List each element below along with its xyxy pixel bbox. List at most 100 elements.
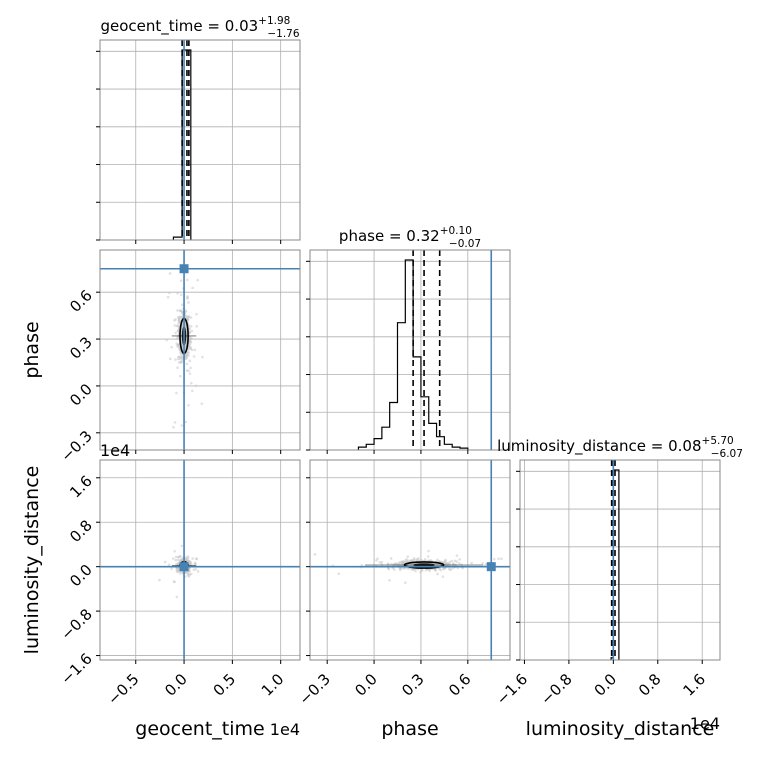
sample-point bbox=[189, 366, 192, 370]
sample-point bbox=[177, 328, 180, 332]
panel-title: geocent_time = 0.03+1.98 −1.76 bbox=[100, 15, 299, 40]
title-minus: −6.07 bbox=[711, 448, 743, 460]
x-tick-label: 0.5 bbox=[210, 670, 240, 700]
panel-phase-vs-phase: phase = 0.32+0.10 −0.07 bbox=[306, 225, 511, 454]
sample-point bbox=[458, 558, 461, 561]
sample-point bbox=[394, 562, 398, 566]
y-tick-label: −1.6 bbox=[57, 650, 95, 688]
sample-point bbox=[193, 561, 197, 565]
sample-point bbox=[163, 560, 167, 564]
panel-phase-vs-geocent_time: −0.3 0.0 0.3 0.6 bbox=[57, 249, 301, 465]
sample-point bbox=[168, 272, 172, 275]
sample-point bbox=[192, 355, 196, 358]
sample-point bbox=[174, 555, 178, 559]
sample-point bbox=[170, 567, 173, 571]
sample-point bbox=[179, 293, 183, 297]
sample-point bbox=[450, 567, 453, 571]
sample-point bbox=[190, 329, 194, 333]
x-tick-label: −0.8 bbox=[537, 670, 575, 708]
sample-point bbox=[423, 557, 427, 561]
sample-point bbox=[177, 361, 181, 364]
sample-point bbox=[187, 403, 190, 407]
y-tick-label: 0.3 bbox=[66, 333, 96, 363]
sample-point bbox=[173, 549, 177, 553]
sample-point bbox=[180, 303, 184, 307]
x-axis-label-phase: phase bbox=[381, 718, 438, 740]
sample-point bbox=[179, 279, 183, 282]
sample-point bbox=[434, 569, 438, 572]
sample-point bbox=[167, 563, 171, 567]
sample-point bbox=[180, 424, 184, 427]
panel-luminosity_distance-vs-geocent_time: −0.5 0.0 0.5 1.0 −1.6 −0.8 0.0 0.8 1.6 bbox=[57, 459, 301, 709]
sample-point bbox=[174, 358, 177, 361]
y-axis-label-luminosity_distance: luminosity_distance bbox=[21, 466, 43, 655]
sample-point bbox=[158, 578, 161, 582]
y-axis-label-phase: phase bbox=[21, 321, 43, 378]
sample-point bbox=[186, 296, 189, 299]
x-tick-label: 0.0 bbox=[161, 670, 191, 700]
sample-point bbox=[414, 569, 417, 573]
sample-point bbox=[185, 278, 189, 282]
sample-point bbox=[380, 560, 384, 564]
sample-point bbox=[427, 549, 430, 553]
sample-point bbox=[386, 562, 390, 566]
x-offset-label-geocent-time: 1e4 bbox=[270, 720, 300, 739]
sample-point bbox=[176, 570, 180, 574]
title-plus: +0.10 bbox=[440, 225, 472, 237]
sample-point bbox=[189, 381, 193, 385]
x-tick-label: −0.5 bbox=[104, 670, 142, 708]
sample-point bbox=[181, 558, 184, 562]
y-tick-label: −0.8 bbox=[57, 605, 95, 643]
sample-point bbox=[189, 561, 193, 564]
sample-point bbox=[178, 316, 181, 320]
panel-frame bbox=[99, 249, 301, 451]
y-tick-label: 0.0 bbox=[66, 380, 96, 410]
sample-point bbox=[195, 325, 199, 328]
x-tick-label: −1.6 bbox=[493, 670, 531, 708]
panel-frame bbox=[99, 459, 301, 661]
sample-point bbox=[193, 348, 197, 352]
sample-point bbox=[337, 572, 341, 576]
sample-point bbox=[398, 560, 402, 564]
sample-point bbox=[187, 301, 190, 304]
sample-point bbox=[389, 557, 393, 560]
panel-content bbox=[310, 460, 510, 660]
sample-point bbox=[189, 572, 193, 576]
truth-marker bbox=[179, 562, 189, 572]
sample-point bbox=[447, 567, 451, 570]
sample-point bbox=[186, 555, 189, 558]
sample-point bbox=[421, 569, 424, 572]
panel-content bbox=[520, 460, 720, 660]
sample-point bbox=[196, 278, 199, 282]
sample-point bbox=[470, 561, 473, 565]
sample-point bbox=[168, 291, 171, 295]
panel-frame bbox=[519, 459, 721, 661]
sample-point bbox=[190, 563, 193, 566]
sample-point bbox=[194, 557, 198, 560]
x-tick-label: 1.0 bbox=[258, 670, 288, 700]
title-minus: −0.07 bbox=[449, 238, 481, 250]
sample-point bbox=[188, 372, 192, 375]
sample-point bbox=[187, 315, 190, 318]
sample-point bbox=[180, 310, 184, 314]
sample-point bbox=[189, 316, 193, 319]
histogram-phase bbox=[357, 259, 469, 450]
sample-point bbox=[171, 557, 175, 560]
sample-point bbox=[398, 567, 402, 570]
sample-point bbox=[455, 554, 459, 557]
sample-point bbox=[173, 318, 176, 322]
sample-point bbox=[188, 359, 192, 363]
sample-point bbox=[166, 295, 170, 299]
panel-content bbox=[100, 250, 300, 450]
sample-point bbox=[403, 581, 407, 584]
panel-geocent_time-vs-geocent_time: geocent_time = 0.03+1.98 −1.76 bbox=[96, 15, 301, 244]
y-offset-label-luminosity-distance: 1e4 bbox=[100, 441, 130, 460]
sample-point bbox=[455, 560, 459, 563]
sample-point bbox=[500, 557, 503, 561]
sample-point bbox=[184, 309, 188, 313]
sample-point bbox=[176, 357, 180, 361]
sample-point bbox=[179, 355, 182, 359]
sample-point bbox=[184, 420, 188, 424]
x-tick-label: 1.6 bbox=[679, 670, 709, 700]
panel-frame bbox=[99, 39, 301, 241]
